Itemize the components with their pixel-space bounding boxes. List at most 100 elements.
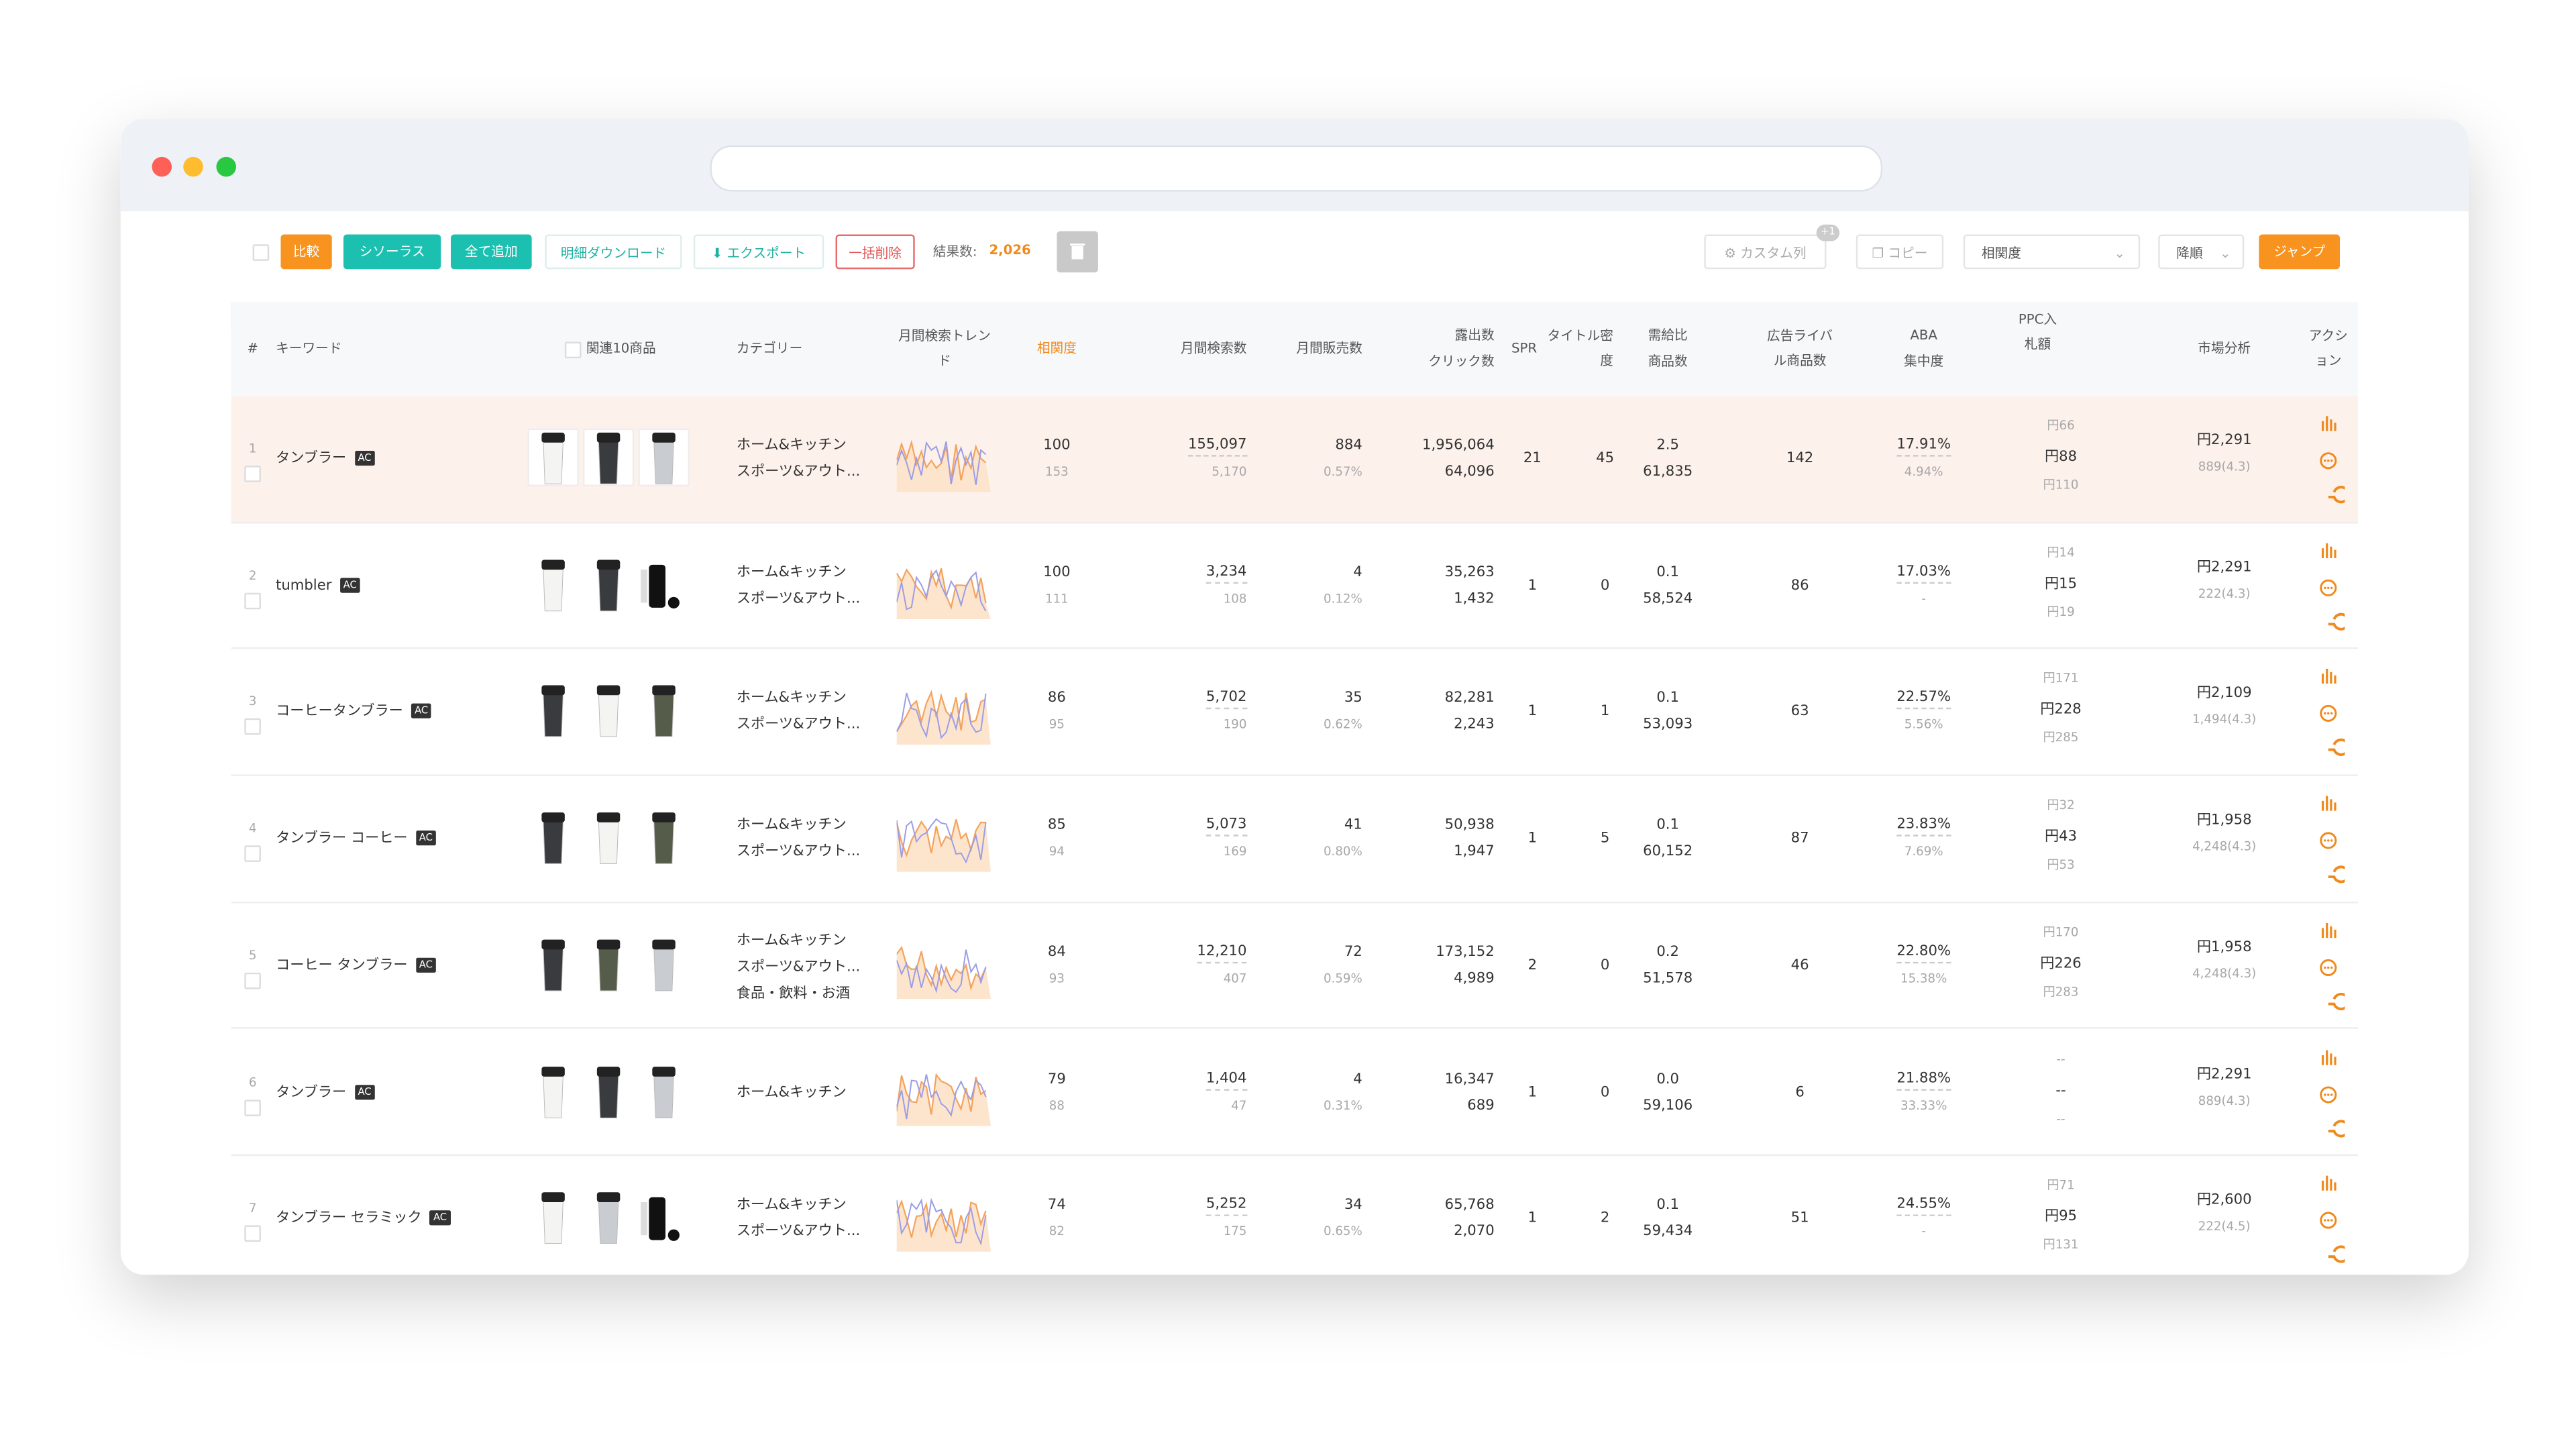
google-icon (2328, 865, 2345, 883)
rank: 7 (248, 1200, 257, 1216)
sales-pct: 0.57% (1323, 464, 1362, 479)
category: ホーム&キッチン (736, 437, 847, 454)
row-checkbox[interactable] (244, 466, 261, 482)
product-lid (652, 686, 676, 696)
column-header: 関連10商品 (586, 341, 656, 356)
row-checkbox[interactable] (244, 1225, 261, 1242)
category: スポーツ&アウト... (736, 844, 861, 861)
relevance-sub: 95 (1049, 717, 1065, 733)
impressions: 173,152 (1436, 944, 1495, 961)
ppc-high: 円110 (2043, 477, 2079, 492)
category: スポーツ&アウト... (736, 959, 861, 976)
search-sub: 47 (1231, 1097, 1247, 1112)
title-density: 5 (1600, 830, 1610, 847)
monthly-search: 12,210 (1197, 942, 1247, 963)
download-button[interactable]: 明細ダウンロード (545, 234, 682, 270)
trend-area (896, 947, 991, 999)
sort-select[interactable]: 相関度 ⌄ (1963, 234, 2141, 270)
monthly-sales: 35 (1344, 690, 1362, 708)
add-all-button[interactable]: 全て追加 (450, 234, 532, 270)
column-header: 広告ライバル商品数 (1767, 328, 1833, 368)
keyword-text[interactable]: タンブラー セラミック (276, 1210, 422, 1228)
action-icons (2320, 1176, 2345, 1264)
product (653, 440, 674, 484)
download-icon: ⬇ (711, 246, 727, 261)
order-select[interactable]: 降順 ⌄ (2158, 234, 2245, 270)
trend-sparkline (896, 568, 991, 619)
product (667, 1230, 680, 1242)
compare-button[interactable]: 比較 (280, 234, 332, 270)
ac-tag: AC (415, 830, 436, 846)
thesaurus-button[interactable]: シソーラス (343, 234, 441, 270)
copy-label: コピー (1888, 246, 1928, 261)
clicks: 689 (1467, 1097, 1495, 1114)
row-checkbox[interactable] (244, 972, 261, 989)
jump-button[interactable]: ジャンプ (2259, 234, 2340, 270)
chart-icon (2334, 1056, 2337, 1065)
select-all-checkbox[interactable] (252, 244, 270, 261)
table-row: 1 タンブラー AC ホーム&キッチン スポーツ&アウト... 100 153 155,097… (231, 396, 2359, 523)
ppc-low: 円171 (2043, 671, 2079, 686)
ppc-high: 円19 (2047, 604, 2075, 619)
ppc-high: 円53 (2047, 857, 2075, 872)
aba-sub: 4.94% (1904, 464, 1943, 479)
relevance-sub: 88 (1049, 1097, 1065, 1112)
trash-icon (1070, 244, 1085, 260)
product-lid (541, 939, 565, 949)
aba: 21.88% (1896, 1069, 1951, 1090)
keyword-text[interactable]: タンブラー コーヒー (276, 830, 408, 847)
detail-icon (2327, 712, 2330, 716)
impressions: 35,263 (1444, 564, 1495, 581)
detail-icon (2324, 586, 2326, 589)
keyword: コーヒータンブラー AC (276, 702, 432, 722)
row-checkbox[interactable] (244, 845, 261, 863)
row-checkbox[interactable] (244, 1099, 261, 1116)
supply-products: 60,152 (1643, 844, 1693, 861)
product (543, 1200, 564, 1244)
ppc-high: 円285 (2043, 730, 2079, 746)
keyword: タンブラー セラミック AC (276, 1209, 451, 1229)
row-checkbox[interactable] (244, 718, 261, 736)
trend-sparkline (896, 690, 991, 746)
minimize-dot[interactable] (183, 156, 203, 177)
keyword-text[interactable]: コーヒー タンブラー (276, 957, 408, 974)
column-header: 相関度 (1036, 341, 1077, 356)
address-bar[interactable] (710, 145, 1883, 192)
detail-icon (2330, 1219, 2333, 1222)
column-header: SPR (1511, 341, 1538, 356)
keyword-text[interactable]: タンブラー (276, 1083, 347, 1101)
ppc-low: 円14 (2047, 544, 2075, 559)
custom-columns-button[interactable]: ⚙ カスタム列 (1704, 234, 1827, 270)
bulk-delete-button[interactable]: 一括削除 (835, 234, 915, 270)
table-row: 6 タンブラー AC ホーム&キッチン 79 88 1,404 47 4 0.31% 16,347 6… (231, 1030, 2359, 1157)
export-button[interactable]: ⬇ エクスポート (693, 234, 824, 270)
keyword-text[interactable]: コーヒータンブラー (276, 704, 403, 721)
keyword-text[interactable]: タンブラー (276, 450, 347, 468)
product-images (541, 559, 680, 611)
trash-button[interactable] (1057, 231, 1098, 273)
product (598, 820, 619, 865)
monthly-sales: 34 (1344, 1197, 1362, 1214)
clicks: 4,989 (1454, 970, 1495, 987)
product (543, 567, 564, 611)
category: スポーツ&アウト... (736, 590, 861, 608)
product-lid (541, 812, 565, 823)
product (653, 820, 674, 865)
header-checkbox[interactable] (564, 341, 582, 359)
search-sub: 5,170 (1212, 464, 1247, 479)
ad-rivals: 6 (1795, 1083, 1805, 1101)
supply-products: 59,106 (1643, 1097, 1693, 1114)
chart-icon (2326, 922, 2328, 938)
aba: 22.80% (1896, 942, 1951, 963)
row-checkbox[interactable] (244, 592, 261, 609)
keyword-text[interactable]: tumbler (276, 577, 332, 594)
maximize-dot[interactable] (216, 156, 236, 177)
detail-icon (2320, 1212, 2337, 1230)
browser-window: 比較 シソーラス 全て追加 明細ダウンロード ⬇ エクスポート 一括削除 結果数… (120, 119, 2469, 1275)
monthly-search: 5,252 (1205, 1195, 1247, 1217)
close-dot[interactable] (152, 156, 172, 177)
copy-button[interactable]: ❐ コピー (1856, 234, 1944, 270)
trend-sparkline (896, 1072, 991, 1126)
chart-icon (2334, 549, 2337, 558)
